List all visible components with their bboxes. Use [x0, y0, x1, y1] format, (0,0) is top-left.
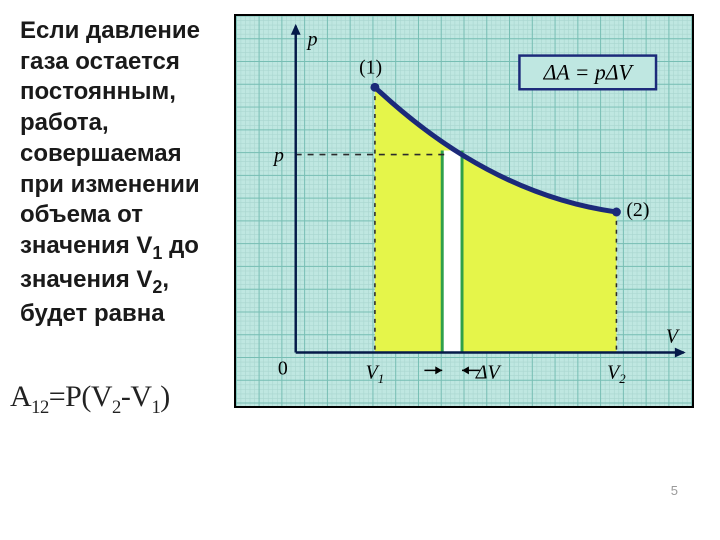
svg-text:0: 0	[278, 357, 288, 379]
text-line: работа,	[20, 108, 230, 139]
text-line: значения V2,	[20, 265, 230, 299]
text-line: постоянным,	[20, 77, 230, 108]
text-line: совершаемая	[20, 139, 230, 170]
pv-chart-svg: ΔA = pΔVpV0p(1)(2)V1V2ΔV	[236, 16, 692, 406]
text-line: значения V1 до	[20, 231, 230, 265]
slide-text: Если давлениегаза остаетсяпостоянным,раб…	[20, 16, 230, 329]
text-line: газа остается	[20, 47, 230, 78]
pv-chart: ΔA = pΔVpV0p(1)(2)V1V2ΔV	[234, 14, 694, 408]
text-line: Если давление	[20, 16, 230, 47]
formula-text: A12=P(V2-V1)	[10, 380, 170, 419]
svg-text:(1): (1)	[359, 56, 382, 78]
svg-text:p: p	[272, 145, 284, 167]
svg-text:ΔV: ΔV	[475, 361, 502, 383]
text-line: будет равна	[20, 299, 230, 330]
svg-text:ΔA = pΔV: ΔA = pΔV	[543, 60, 635, 84]
text-line: при изменении	[20, 170, 230, 201]
text-line: объема от	[20, 200, 230, 231]
svg-text:p: p	[306, 29, 318, 51]
svg-text:V: V	[666, 326, 680, 348]
svg-text:V1: V1	[366, 361, 385, 386]
slide-number: 5	[671, 483, 678, 498]
svg-text:(2): (2)	[626, 199, 649, 221]
